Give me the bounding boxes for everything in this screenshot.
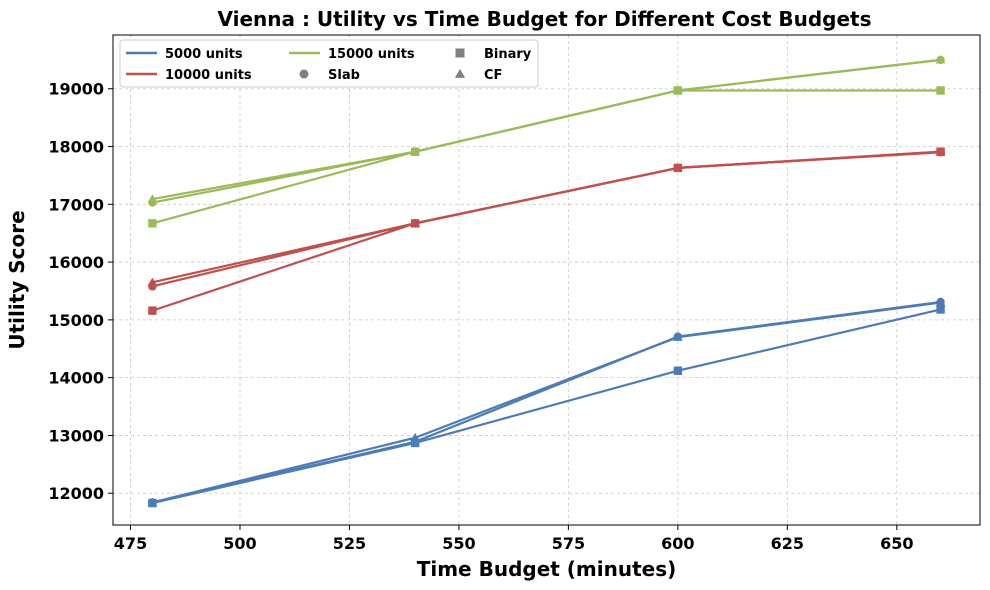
- data-point-triangle: [147, 277, 158, 286]
- legend-label: 15000 units: [328, 47, 415, 62]
- series-line: [152, 308, 941, 505]
- y-tick-label: 13000: [48, 426, 104, 445]
- series-10000-units-binary: [148, 147, 945, 315]
- data-point-square: [936, 86, 945, 95]
- data-point-square: [148, 219, 157, 228]
- legend-label: 10000 units: [165, 68, 252, 83]
- legend-box: [119, 39, 539, 88]
- plot-area-frame: [112, 34, 981, 526]
- data-point-triangle: [410, 218, 420, 227]
- x-tick-label: 575: [552, 534, 585, 553]
- legend-circle-icon: [299, 69, 309, 79]
- x-tick-label: 625: [771, 534, 804, 553]
- legend-label: Binary: [484, 47, 532, 62]
- legend-triangle-icon: [454, 68, 466, 78]
- legend-square-icon: [455, 48, 465, 58]
- x-axis-label: Time Budget (minutes): [417, 557, 677, 581]
- y-tick-label: 18000: [48, 138, 104, 157]
- y-axis-label: Utility Score: [5, 210, 29, 349]
- x-tick-label: 600: [661, 534, 694, 553]
- chart-title: Vienna : Utility vs Time Budget for Diff…: [217, 7, 871, 31]
- series-15000-units-cf: [147, 55, 946, 203]
- series-15000-units-binary: [148, 86, 945, 228]
- series-line: [152, 89, 941, 225]
- grid: [113, 35, 980, 525]
- data-point-triangle: [673, 332, 683, 341]
- data-point-triangle: [935, 55, 946, 64]
- data-point-triangle: [410, 146, 420, 156]
- series-line: [152, 150, 941, 312]
- series-10000-units-cf: [147, 146, 946, 286]
- data-point-triangle: [410, 432, 420, 442]
- x-tick-label: 475: [114, 534, 147, 553]
- data-point-triangle: [673, 163, 683, 172]
- data-point-square: [673, 366, 683, 375]
- y-tick-label: 14000: [48, 369, 104, 388]
- x-tick-label: 550: [442, 534, 475, 553]
- y-tick-label: 15000: [48, 311, 104, 330]
- legend-label: CF: [484, 68, 502, 83]
- data-point-triangle: [147, 497, 158, 507]
- legend-item-binary: Binary: [455, 47, 532, 62]
- data-point-triangle: [673, 85, 683, 95]
- legend: 5000 units 10000 units 15000 units Slab Bina…: [119, 39, 539, 88]
- legend-item-10000-units: 10000 units: [126, 68, 252, 83]
- data-point-triangle: [147, 194, 158, 203]
- series-5000-units-cf: [147, 297, 946, 507]
- series-line: [152, 150, 941, 284]
- series-10000-units-slab: [148, 148, 945, 291]
- x-tick-label: 500: [223, 534, 256, 553]
- y-tick-label: 17000: [48, 195, 104, 214]
- series-line: [152, 301, 941, 504]
- y-tick-label: 16000: [48, 253, 104, 272]
- series-5000-units-slab: [148, 297, 945, 507]
- y-tick-label: 19000: [48, 80, 104, 99]
- data-point-triangle: [935, 146, 946, 156]
- data-point-triangle: [935, 297, 946, 307]
- legend-item-slab: Slab: [299, 68, 360, 83]
- legend-label: 5000 units: [165, 47, 243, 62]
- axis-ticks: 475 500 525 550 575 600 625 650 12000 13000 14000 1…: [48, 80, 913, 553]
- series-line: [152, 151, 941, 288]
- legend-item-cf: CF: [454, 68, 502, 83]
- series-5000-units-binary: [148, 305, 945, 508]
- data-point-square: [148, 306, 157, 315]
- series-line: [152, 58, 941, 201]
- legend-label: Slab: [328, 68, 360, 83]
- x-tick-label: 650: [880, 534, 913, 553]
- y-tick-label: 12000: [48, 484, 104, 503]
- legend-item-5000-units: 5000 units: [126, 47, 243, 62]
- legend-item-15000-units: 15000 units: [289, 47, 415, 62]
- data-point-square: [936, 305, 945, 314]
- x-tick-label: 525: [333, 534, 366, 553]
- series-layer: [147, 55, 946, 508]
- data-point-square: [410, 438, 420, 448]
